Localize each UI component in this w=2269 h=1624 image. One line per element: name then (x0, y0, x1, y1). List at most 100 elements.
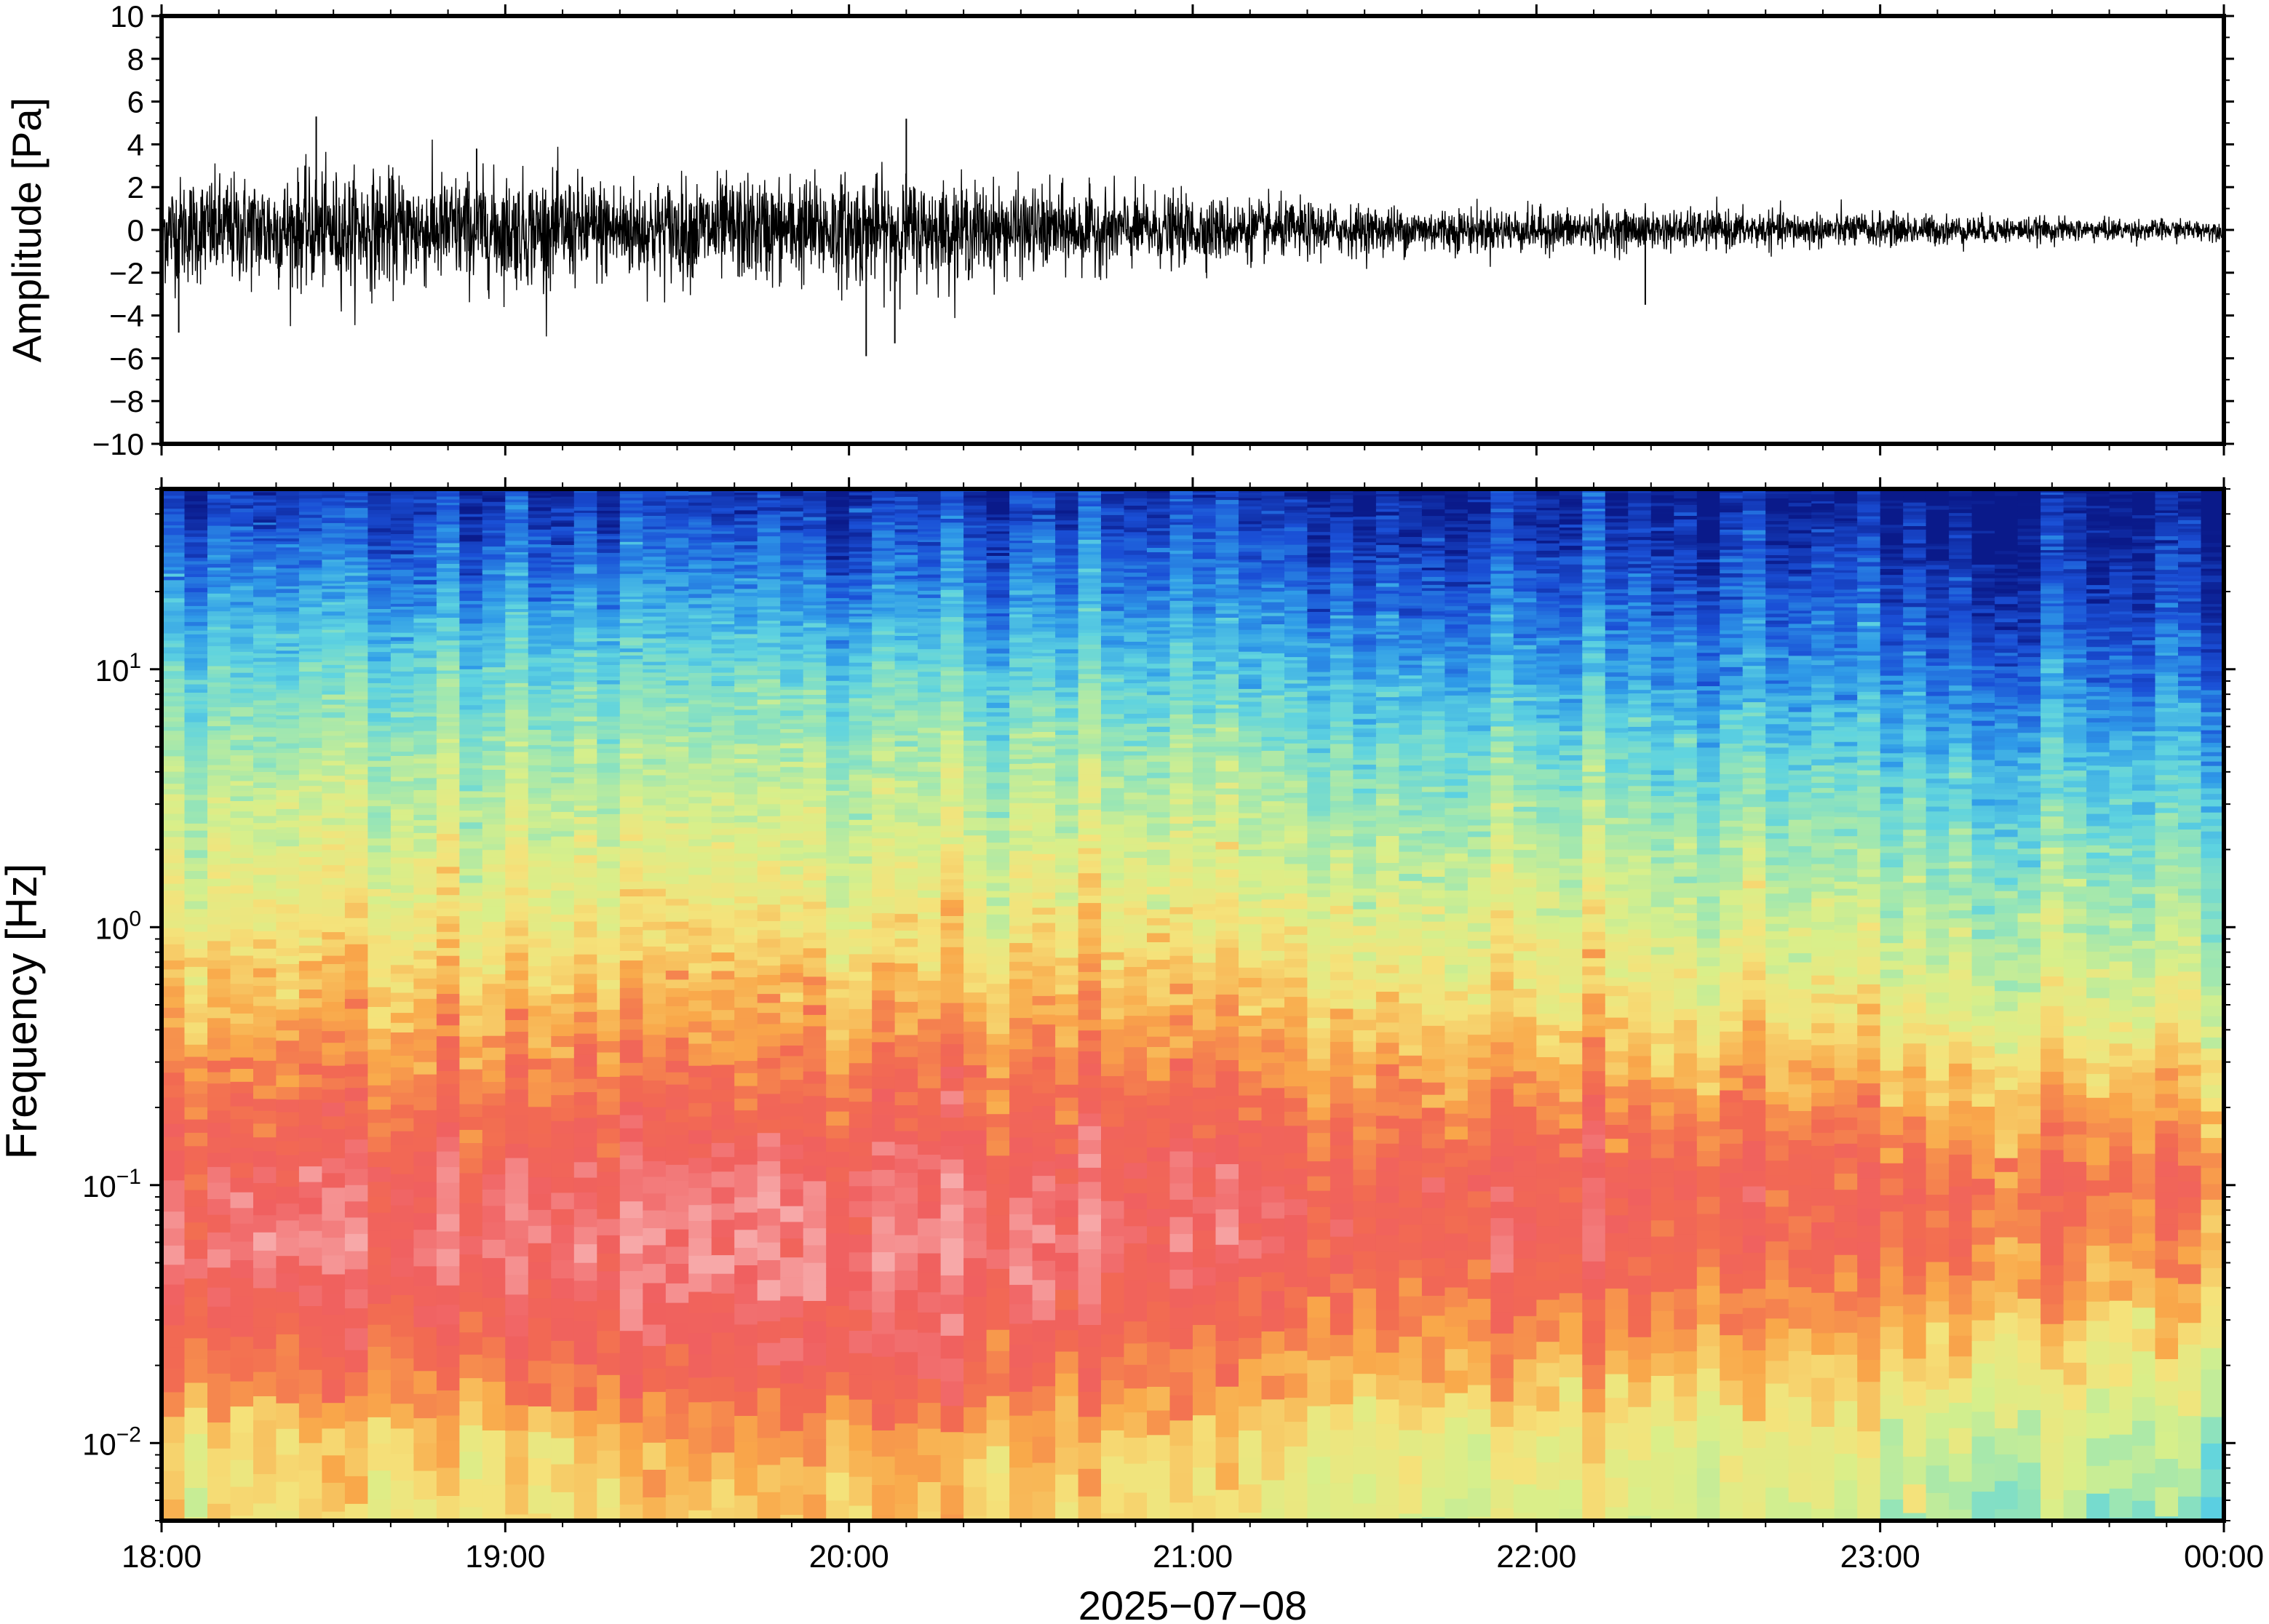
spectrogram-cell (505, 526, 529, 532)
spectrogram-cell (253, 855, 277, 863)
spectrogram-cell (940, 664, 964, 668)
spectrogram-cell (551, 712, 575, 718)
spectrogram-cell (322, 1129, 346, 1144)
spectrogram-cell (505, 1405, 529, 1432)
spectrogram-cell (711, 585, 735, 590)
spectrogram-cell (207, 525, 231, 531)
spectrogram-cell (253, 1137, 277, 1153)
spectrogram-cell (872, 661, 896, 665)
spectrogram-cell (276, 541, 300, 545)
spectrogram-cell (344, 1101, 369, 1115)
spectrogram-cell (413, 545, 437, 549)
spectrogram-cell (803, 680, 827, 686)
spectrogram-cell (184, 549, 208, 555)
spectrogram-cell (665, 1466, 690, 1496)
spectrogram-cell (688, 1238, 712, 1257)
spectrogram-cell (826, 1473, 850, 1502)
spectrogram-cell (482, 864, 506, 873)
spectrogram-cell (894, 696, 918, 701)
spectrogram-cell (230, 745, 254, 751)
spectrogram-cell (459, 498, 483, 504)
spectrogram-cell (344, 599, 369, 605)
spectrogram-cell (963, 722, 988, 728)
spectrogram-cell (459, 568, 483, 574)
spectrogram-cell (894, 1046, 918, 1058)
spectrogram-cell (665, 513, 690, 518)
spectrogram-cell (162, 1180, 186, 1196)
spectrogram-cell (734, 1345, 758, 1369)
spectrogram-cell (413, 674, 437, 680)
spectrogram-cell (482, 509, 506, 514)
spectrogram-cell (894, 1105, 918, 1119)
spectrogram-cell (459, 547, 483, 552)
spectrogram-cell (230, 508, 254, 513)
spectrogram-cell (918, 1076, 942, 1089)
spectrogram-cell (413, 684, 437, 688)
spectrogram-cell (505, 653, 529, 658)
spectrogram-cell (390, 1013, 415, 1024)
spectrogram-cell (253, 986, 277, 998)
spectrogram-cell (849, 825, 873, 832)
spectrogram-cell (230, 790, 254, 797)
spectrogram-cell (344, 703, 369, 707)
spectrogram-cell (894, 868, 918, 875)
spectrogram-cell (963, 491, 988, 496)
spectrogram-cell (619, 1115, 644, 1129)
spectrogram-cell (963, 875, 988, 883)
spectrogram-cell (918, 660, 942, 665)
spectrogram-cell (780, 1257, 804, 1278)
spectrogram-cell (482, 688, 506, 693)
spectrogram-cell (298, 598, 323, 602)
spectrogram-cell (184, 504, 208, 509)
spectrogram-cell (207, 988, 231, 998)
spectrogram-cell (894, 621, 918, 627)
spectrogram-cell (322, 837, 346, 845)
spectrogram-cell (459, 835, 483, 843)
spectrogram-cell (940, 1118, 964, 1132)
spectrogram-cell (207, 872, 231, 880)
spectrogram-cell (619, 1352, 644, 1376)
spectrogram-cell (918, 1236, 942, 1254)
spectrogram-cell (482, 1513, 506, 1521)
spectrogram-cell (551, 1046, 575, 1059)
spectrogram-cell (184, 542, 208, 548)
spectrogram-cell (665, 648, 690, 651)
spectrogram-cell (367, 493, 392, 497)
spectrogram-cell (757, 602, 781, 608)
spectrogram-cell (734, 545, 758, 550)
spectrogram-cell (803, 887, 827, 896)
spectrogram-cell (276, 1040, 300, 1053)
spectrogram-cell (390, 689, 415, 694)
spectrogram-cell (872, 1052, 896, 1065)
spectrogram-cell (757, 631, 781, 637)
spectrogram-cell (940, 885, 964, 893)
spectrogram-cell (230, 893, 254, 901)
spectrogram-cell (619, 633, 644, 638)
spectrogram-cell (298, 1125, 323, 1139)
spectrogram-cell (688, 919, 712, 928)
spectrogram-cell (619, 1235, 644, 1254)
spectrogram-cell (459, 829, 483, 836)
spectrogram-cell (230, 1024, 254, 1036)
spectrogram-cell (253, 582, 277, 586)
spectrogram-cell (184, 539, 208, 544)
spectrogram-cell (276, 532, 300, 536)
spectrogram-cell (940, 706, 964, 713)
spectrogram-cell (505, 519, 529, 524)
spectrogram-cell (436, 578, 461, 582)
spectrogram-cell (918, 706, 942, 712)
spectrogram-cell (711, 648, 735, 654)
spectrogram-cell (551, 689, 575, 696)
spectrogram-cell (643, 665, 667, 670)
spectrogram-cell (918, 733, 942, 739)
spectrogram-cell (940, 1256, 964, 1276)
spectrogram-cell (597, 784, 621, 792)
spectrogram-cell (963, 560, 988, 565)
spectrogram-cell (918, 649, 942, 653)
spectrogram-cell (665, 1061, 690, 1073)
spectrogram-cell (162, 1150, 186, 1166)
spectrogram-cell (573, 811, 598, 818)
spectrogram-cell (298, 797, 323, 804)
spectrogram-cell (963, 766, 988, 772)
spectrogram-cell (619, 698, 644, 703)
